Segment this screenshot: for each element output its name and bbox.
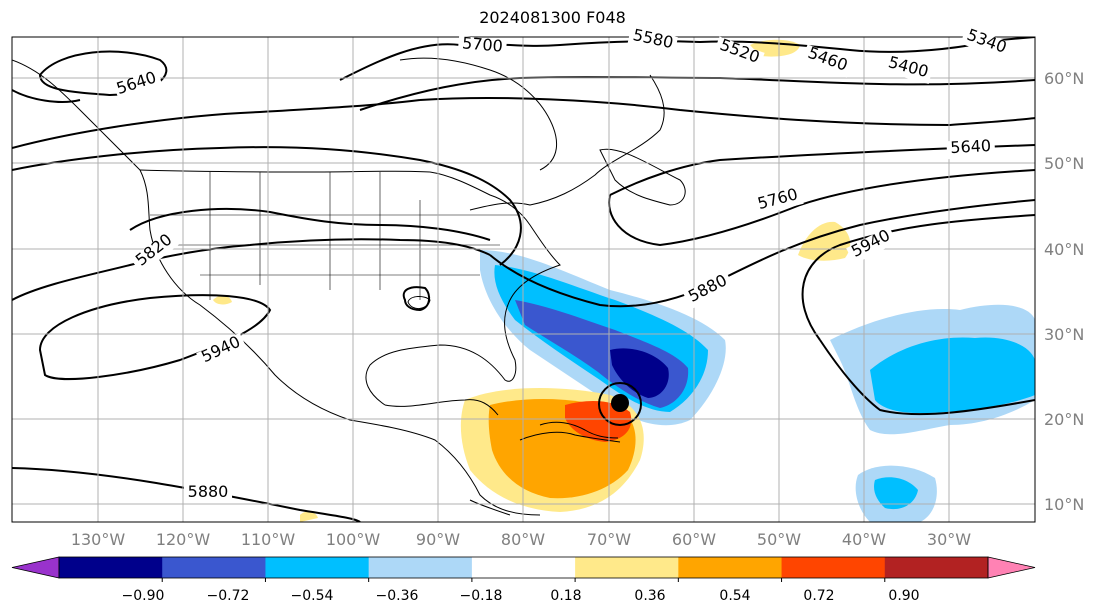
colorbar-segment: [884, 557, 989, 578]
contour-label-5700: 5700: [461, 33, 503, 55]
lat-label: 30°N: [1044, 325, 1084, 344]
atlantic-negative-mid: [870, 337, 1035, 414]
colorbar-tick-label: −0.36: [376, 588, 419, 604]
map-title: 2024081300 F048: [479, 8, 626, 27]
lon-label: 80°W: [501, 530, 545, 549]
positive-anomaly-strong: [565, 400, 632, 442]
colorbar-tick-label: −0.18: [460, 588, 503, 604]
colorbar-tick-label: 0.90: [888, 588, 919, 604]
colorbar-segment: [368, 557, 473, 578]
lon-label: 90°W: [416, 530, 460, 549]
height-contours: [12, 37, 1035, 522]
lon-label: 70°W: [587, 530, 631, 549]
lon-label: 100°W: [326, 530, 381, 549]
colorbar-tick-label: 0.36: [634, 588, 665, 604]
colorbar-tick-label: 0.18: [550, 588, 581, 604]
pacific-positive-patch: [300, 511, 318, 522]
colorbar-extend-max: [987, 556, 1036, 579]
colorbar-tick-labels: −0.90 −0.72 −0.54 −0.36 −0.18 0.18 0.36 …: [122, 588, 920, 604]
lon-label: 130°W: [71, 530, 126, 549]
contour-label-5880-south: 5880: [188, 482, 229, 501]
colorbar-segment: [59, 557, 163, 578]
lat-label: 60°N: [1044, 69, 1084, 88]
colorbar-segment: [575, 557, 679, 578]
lat-label: 40°N: [1044, 240, 1084, 259]
colorbar-segment: [265, 557, 370, 578]
colorbar-segment: [471, 557, 576, 578]
colorbar-tick-label: −0.72: [207, 588, 250, 604]
colorbar-segment: [781, 557, 886, 578]
lon-label: 30°W: [927, 530, 971, 549]
lat-label: 20°N: [1044, 410, 1084, 429]
colorbar-extend-min: [11, 556, 60, 579]
longitude-labels: 130°W 120°W 110°W 100°W 90°W 80°W 70°W 6…: [71, 530, 971, 549]
colorbar-tick-label: 0.72: [803, 588, 834, 604]
storm-marker: [598, 382, 642, 426]
contour-label-5640-east: 5640: [950, 136, 992, 157]
lat-label: 10°N: [1044, 495, 1084, 514]
gridlines: [12, 37, 1035, 522]
latitude-labels: 60°N 50°N 40°N 30°N 20°N 10°N: [1044, 69, 1084, 514]
map-frame: [11, 36, 1036, 523]
lon-label: 120°W: [156, 530, 211, 549]
lon-label: 110°W: [241, 530, 296, 549]
lon-label: 50°W: [757, 530, 801, 549]
colorbar-segment: [678, 557, 783, 578]
colorbar-tick-label: −0.54: [291, 588, 334, 604]
mexico-positive-patch: [213, 295, 232, 305]
colorbar-tick-label: −0.90: [122, 588, 165, 604]
lon-label: 60°W: [672, 530, 716, 549]
negative-anomaly-core: [610, 348, 669, 398]
lon-label: 40°W: [842, 530, 886, 549]
lat-label: 50°N: [1044, 154, 1084, 173]
colorbar-tick-label: 0.54: [719, 588, 750, 604]
colorbar-outline: [58, 556, 989, 579]
colorbar: [11, 556, 1036, 582]
colorbar-segment: [162, 557, 266, 578]
atlantic-negative-south-core: [874, 477, 918, 510]
